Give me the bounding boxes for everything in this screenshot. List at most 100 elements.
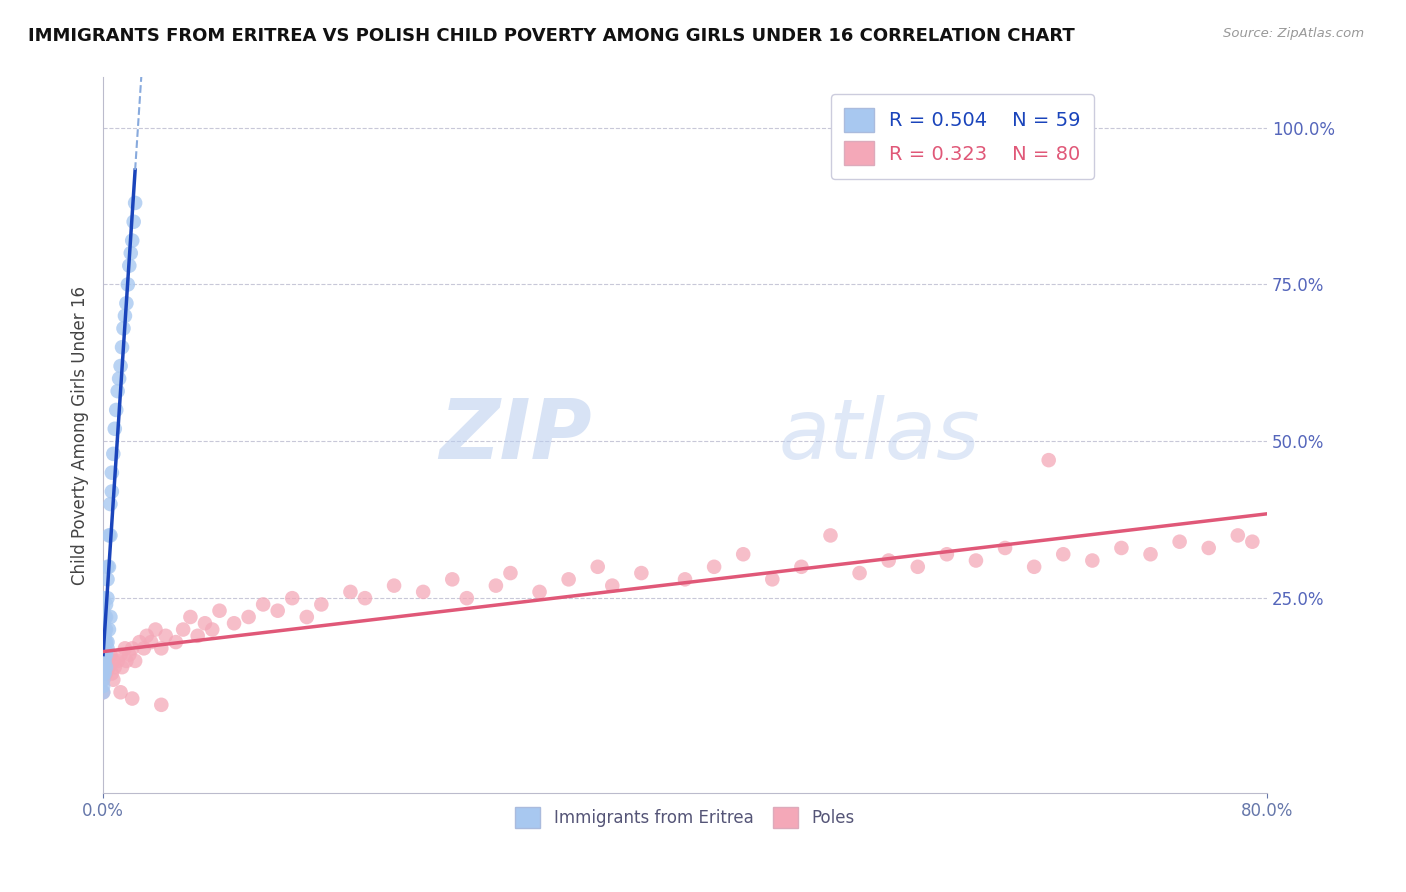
Point <box>115 654 138 668</box>
Point <box>187 629 209 643</box>
Point <box>93 641 115 656</box>
Point <box>101 466 124 480</box>
Point <box>761 572 783 586</box>
Point <box>91 679 114 693</box>
Point <box>93 666 115 681</box>
Point <box>91 641 114 656</box>
Point <box>94 598 117 612</box>
Point <box>132 641 155 656</box>
Point <box>456 591 478 606</box>
Point <box>91 685 114 699</box>
Point <box>114 309 136 323</box>
Point <box>100 528 122 542</box>
Point <box>108 371 131 385</box>
Point <box>354 591 377 606</box>
Point <box>96 660 118 674</box>
Point <box>91 685 114 699</box>
Point <box>117 277 139 292</box>
Point <box>103 673 125 687</box>
Point <box>124 195 146 210</box>
Point <box>877 553 900 567</box>
Point <box>499 566 522 580</box>
Text: atlas: atlas <box>778 394 980 475</box>
Point <box>165 635 187 649</box>
Point <box>135 629 157 643</box>
Point <box>91 629 114 643</box>
Point <box>120 246 142 260</box>
Point <box>94 610 117 624</box>
Point <box>145 623 167 637</box>
Point <box>1241 534 1264 549</box>
Point <box>238 610 260 624</box>
Point <box>1226 528 1249 542</box>
Point <box>1024 559 1046 574</box>
Point <box>485 579 508 593</box>
Point <box>252 598 274 612</box>
Point <box>103 654 125 668</box>
Point <box>100 497 122 511</box>
Point <box>101 484 124 499</box>
Point <box>118 648 141 662</box>
Point <box>586 559 609 574</box>
Point <box>907 559 929 574</box>
Point <box>97 528 120 542</box>
Point <box>179 610 201 624</box>
Point <box>820 528 842 542</box>
Point <box>557 572 579 586</box>
Point <box>91 604 114 618</box>
Point <box>150 641 173 656</box>
Point <box>93 654 115 668</box>
Point <box>703 559 725 574</box>
Point <box>101 666 124 681</box>
Point <box>295 610 318 624</box>
Point <box>994 541 1017 555</box>
Point <box>91 666 114 681</box>
Point <box>91 635 114 649</box>
Point <box>281 591 304 606</box>
Point <box>114 641 136 656</box>
Point <box>110 359 132 373</box>
Point <box>121 691 143 706</box>
Point <box>121 234 143 248</box>
Text: Source: ZipAtlas.com: Source: ZipAtlas.com <box>1223 27 1364 40</box>
Point <box>110 648 132 662</box>
Point <box>96 591 118 606</box>
Point <box>91 610 114 624</box>
Point <box>91 598 114 612</box>
Point <box>96 635 118 649</box>
Point <box>122 215 145 229</box>
Point <box>107 384 129 398</box>
Point <box>91 591 114 606</box>
Point <box>91 616 114 631</box>
Point <box>107 654 129 668</box>
Point <box>1111 541 1133 555</box>
Point <box>600 579 623 593</box>
Point <box>112 321 135 335</box>
Point <box>104 660 127 674</box>
Point <box>96 572 118 586</box>
Point <box>267 604 290 618</box>
Point <box>111 660 134 674</box>
Point <box>194 616 217 631</box>
Text: ZIP: ZIP <box>439 394 592 475</box>
Point <box>441 572 464 586</box>
Point <box>110 685 132 699</box>
Point <box>97 559 120 574</box>
Point <box>1139 547 1161 561</box>
Point <box>1081 553 1104 567</box>
Point <box>96 641 118 656</box>
Point <box>222 616 245 631</box>
Point <box>96 654 118 668</box>
Point <box>128 635 150 649</box>
Point <box>105 403 128 417</box>
Point <box>121 641 143 656</box>
Point <box>155 629 177 643</box>
Point <box>201 623 224 637</box>
Point <box>91 660 114 674</box>
Point <box>91 648 114 662</box>
Point <box>97 660 120 674</box>
Point <box>91 648 114 662</box>
Point <box>93 629 115 643</box>
Point <box>172 623 194 637</box>
Point <box>93 623 115 637</box>
